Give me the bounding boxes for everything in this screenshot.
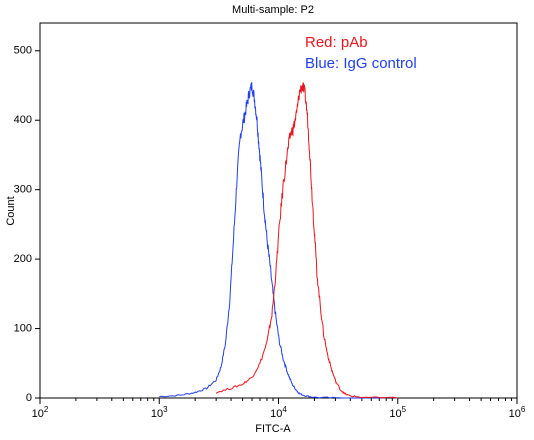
series-layer bbox=[159, 81, 398, 399]
y-tick-label: 500 bbox=[14, 45, 32, 57]
x-tick-label: 103 bbox=[151, 405, 168, 420]
legend-entry-pab: Red: pAb bbox=[305, 34, 368, 51]
x-axis-ticks: 102 103 104 105 106 bbox=[32, 398, 526, 420]
y-tick-label: 400 bbox=[14, 114, 32, 126]
chart-title: Multi-sample: P2 bbox=[232, 4, 314, 16]
y-tick-label: 0 bbox=[26, 392, 32, 404]
x-axis-label: FITC-A bbox=[255, 423, 291, 435]
series-line-igg-control bbox=[159, 82, 398, 399]
y-tick-label: 300 bbox=[14, 184, 32, 196]
x-tick-label: 104 bbox=[270, 405, 287, 420]
x-tick-label: 105 bbox=[389, 405, 406, 420]
x-tick-label: 102 bbox=[32, 405, 49, 420]
y-tick-label: 200 bbox=[14, 253, 32, 265]
x-tick-label: 106 bbox=[509, 405, 526, 420]
legend-entry-igg-control: Blue: IgG control bbox=[305, 55, 417, 72]
series-line-pab bbox=[215, 81, 398, 399]
y-axis-ticks: 0 100 200 300 400 500 bbox=[14, 45, 40, 404]
y-tick-label: 100 bbox=[14, 322, 32, 334]
y-axis-label: Count bbox=[5, 196, 17, 225]
plot-frame bbox=[39, 22, 518, 399]
